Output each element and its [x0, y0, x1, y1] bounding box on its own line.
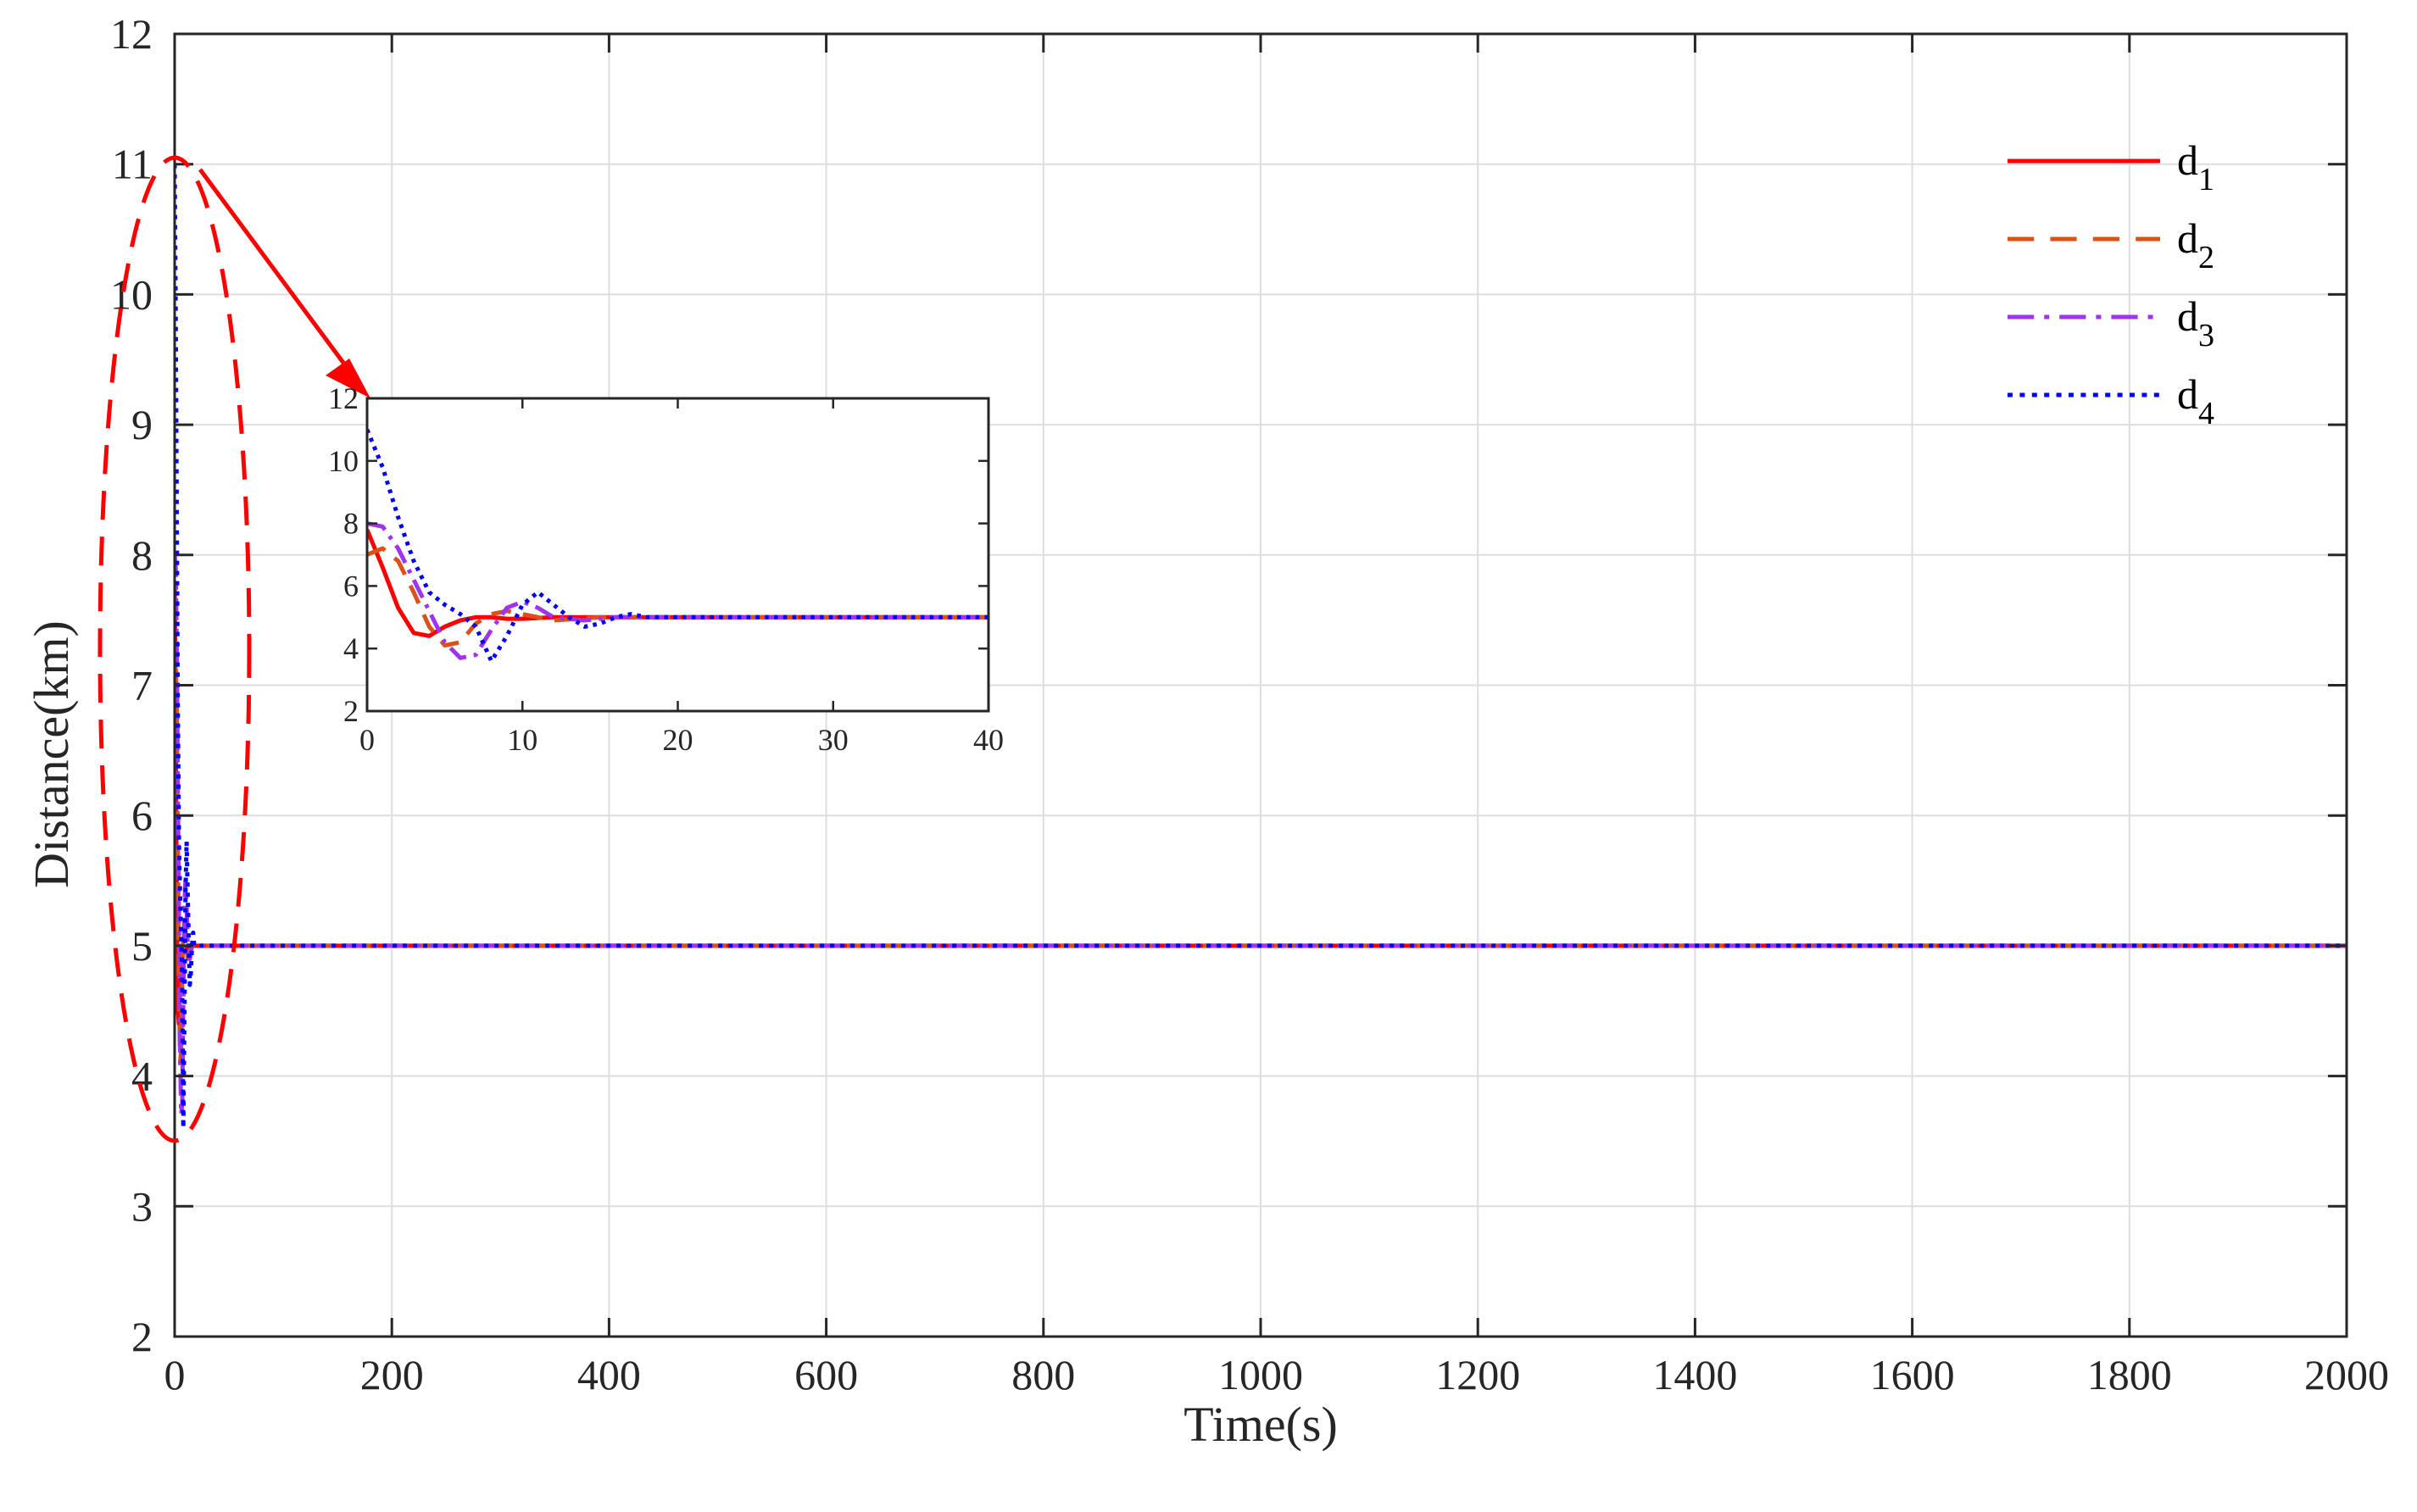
inset-y-tick-label: 6 — [343, 569, 359, 603]
x-tick-label: 400 — [577, 1351, 641, 1398]
y-tick-label: 2 — [131, 1313, 153, 1360]
legend-label-main: d — [2177, 292, 2198, 340]
zoom-arrow-shaft — [198, 168, 363, 387]
x-axis-label: Time(s) — [1183, 1397, 1338, 1452]
y-tick-label: 11 — [112, 141, 153, 188]
y-tick-label: 9 — [131, 401, 153, 448]
y-tick-label: 8 — [131, 531, 153, 579]
inset-x-tick-label: 40 — [973, 723, 1004, 757]
main-tick-labels: 0 200 400 600 800 1000 1200 1400 1600 1800 2000234… — [110, 10, 2389, 1398]
inset-x-tick-label: 10 — [507, 723, 537, 757]
zoom-arrow-head — [326, 359, 370, 398]
inset-y-tick-label: 12 — [328, 381, 359, 415]
inset-y-tick-label: 8 — [343, 507, 359, 541]
y-tick-label: 12 — [110, 10, 153, 58]
x-tick-label: 800 — [1011, 1351, 1075, 1398]
inset-y-tick-label: 2 — [343, 694, 359, 728]
y-tick-label: 5 — [131, 922, 153, 970]
inset-tick-labels: 0 10 20 30 40 2 4 6 8 10 12 — [328, 381, 1004, 757]
legend-label-main: d — [2177, 136, 2198, 184]
legend-label-d1: d1 — [2177, 136, 2214, 197]
x-tick-label: 1000 — [1218, 1351, 1303, 1398]
x-tick-label: 1600 — [1870, 1351, 1955, 1398]
legend-label-d2: d2 — [2177, 214, 2214, 275]
legend-label-subscript: 2 — [2198, 240, 2214, 275]
inset-y-tick-label: 4 — [343, 631, 359, 665]
legend-label-d3: d3 — [2177, 292, 2214, 353]
zoom-ellipse — [97, 155, 252, 1143]
inset-x-tick-label: 20 — [663, 723, 693, 757]
annotations — [97, 155, 370, 1143]
y-tick-label: 10 — [110, 270, 153, 318]
x-tick-label: 1800 — [2087, 1351, 2172, 1398]
x-tick-label: 0 — [164, 1351, 186, 1398]
inset-series-line-d1 — [367, 529, 989, 638]
inset-y-tick-label: 10 — [328, 444, 359, 478]
x-tick-label: 200 — [360, 1351, 424, 1398]
series-line-d4 — [175, 164, 2347, 1131]
y-tick-label: 7 — [131, 662, 153, 709]
y-axis-label: Distance(km) — [24, 620, 79, 888]
inset-plot-area — [367, 398, 989, 711]
inset-series-lines — [367, 428, 989, 664]
legend-label-subscript: 3 — [2198, 318, 2214, 353]
x-tick-label: 600 — [794, 1351, 858, 1398]
x-tick-label: 1200 — [1435, 1351, 1520, 1398]
legend-label-main: d — [2177, 370, 2198, 418]
legend-label-subscript: 4 — [2198, 396, 2214, 431]
legend-label-main: d — [2177, 214, 2198, 262]
y-tick-label: 6 — [131, 792, 153, 839]
x-tick-label: 1400 — [1652, 1351, 1737, 1398]
inset-series-line-d2 — [367, 546, 989, 648]
legend-label-d4: d4 — [2177, 370, 2214, 431]
inset-x-tick-label: 30 — [818, 723, 849, 757]
inset-x-tick-label: 0 — [359, 723, 375, 757]
legend-label-subscript: 1 — [2198, 162, 2214, 197]
main-axes — [173, 32, 2348, 1338]
x-tick-label: 2000 — [2304, 1351, 2389, 1398]
y-tick-label: 3 — [131, 1182, 153, 1230]
inset-axes — [365, 397, 990, 713]
